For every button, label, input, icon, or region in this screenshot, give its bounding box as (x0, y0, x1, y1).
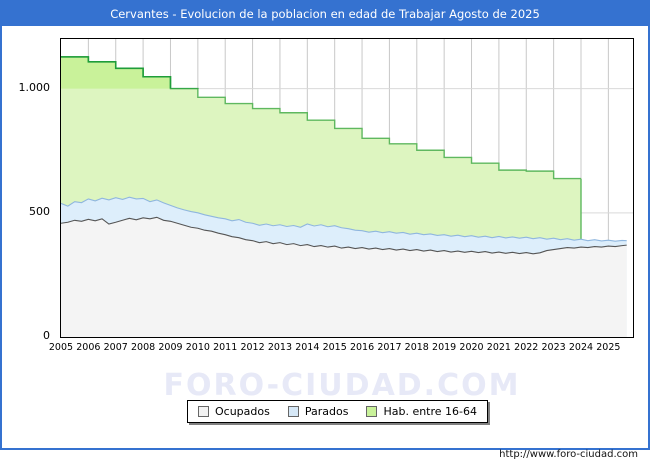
x-tick-label: 2022 (514, 342, 539, 353)
x-tick-label: 2016 (349, 342, 375, 353)
page-title: Cervantes - Evolucion de la poblacion en… (110, 7, 540, 21)
x-tick-label: 2010 (185, 342, 210, 353)
x-tick-label: 2008 (131, 342, 156, 353)
legend-item-parados[interactable]: Parados (287, 405, 349, 418)
legend-item-ocupados[interactable]: Ocupados (198, 405, 270, 418)
x-tick-label: 2021 (486, 342, 511, 353)
x-tick-label: 2009 (158, 342, 183, 353)
x-tick-label: 2005 (48, 342, 74, 353)
chart-body: 0 500 1.000 2005 2006 2007 2008 2009 2010 2011 20… (2, 26, 648, 460)
y-tick-label: 1.000 (18, 80, 51, 94)
chart-canvas (61, 39, 633, 337)
legend-label-hab-16-64: Hab. entre 16-64 (383, 405, 478, 418)
x-tick-label: 2023 (541, 342, 566, 353)
legend-swatch-hab-16-64 (366, 406, 378, 417)
legend-label-parados: Parados (304, 405, 349, 418)
legend-swatch-ocupados (198, 406, 209, 417)
x-tick-label: 2015 (322, 342, 347, 353)
y-tick-label: 500 (29, 204, 50, 218)
legend-item-hab-16-64[interactable]: Hab. entre 16-64 (366, 405, 477, 418)
x-tick-label: 2025 (596, 342, 621, 353)
chart-legend: Ocupados Parados Hab. entre 16-64 (187, 400, 489, 423)
x-tick-label: 2024 (568, 342, 594, 353)
x-tick-label: 2017 (377, 342, 402, 353)
x-tick-label: 2019 (432, 342, 457, 353)
x-tick-label: 2014 (295, 342, 320, 353)
x-tick-label: 2006 (76, 342, 101, 353)
footer-url[interactable]: http://www.foro-ciudad.com (499, 449, 638, 460)
watermark: FORO-CIUDAD.COM (163, 368, 521, 403)
y-tick-label: 0 (43, 329, 50, 342)
legend-swatch-parados (287, 406, 299, 417)
x-tick-label: 2020 (459, 342, 484, 353)
x-tick-label: 2012 (240, 342, 265, 353)
x-tick-label: 2011 (213, 342, 238, 353)
plot-area (60, 38, 634, 338)
legend-label-ocupados: Ocupados (215, 405, 270, 418)
x-tick-label: 2013 (267, 342, 293, 353)
window-titlebar: Cervantes - Evolucion de la poblacion en… (2, 2, 648, 26)
x-tick-label: 2007 (103, 342, 128, 353)
x-tick-label: 2018 (404, 342, 429, 353)
